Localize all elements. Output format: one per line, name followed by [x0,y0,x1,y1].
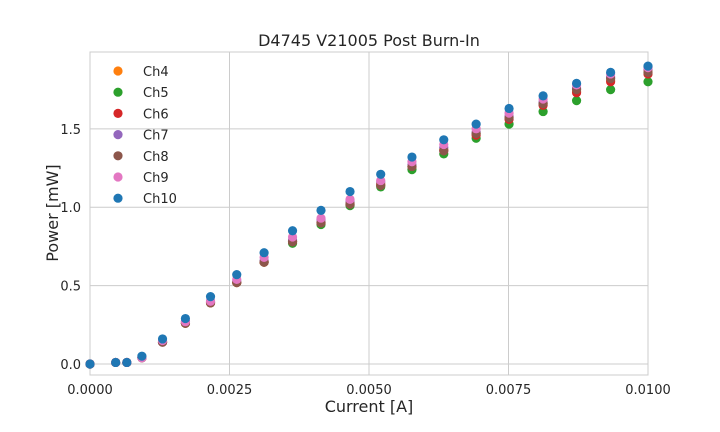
point-ch10 [407,152,417,162]
legend-label-ch7: Ch7 [143,129,169,144]
x-tick-label: 0.0000 [67,383,113,398]
legend-label-ch9: Ch9 [143,171,169,186]
point-ch10 [345,186,355,197]
legend-label-ch8: Ch8 [143,150,169,165]
point-ch5 [606,85,616,95]
chart-title: D4745 V21005 Post Burn-In [258,31,480,50]
point-ch5 [571,96,582,106]
legend-label-ch5: Ch5 [143,86,169,101]
legend-label-ch4: Ch4 [143,65,169,80]
grid [89,52,649,375]
y-axis-ticks: 0.0 0.5 1.0 1.5 [60,123,81,373]
legend-marker-ch9 [113,172,123,182]
point-ch10 [538,91,548,101]
point-ch10 [471,119,481,129]
point-ch10 [504,103,514,114]
legend-label-ch6: Ch6 [143,107,169,122]
data-points [85,61,653,369]
point-ch10 [259,248,269,258]
series-ch10 [85,61,653,369]
x-tick-label: 0.0100 [625,383,671,398]
point-ch10 [157,334,168,344]
point-ch9 [345,194,355,204]
legend-marker-ch5 [113,87,123,97]
legend-marker-ch7 [113,130,123,140]
point-ch10 [316,205,326,215]
point-ch10 [287,226,298,236]
x-tick-label: 0.0050 [346,383,392,398]
y-tick-label: 0.0 [60,358,81,373]
point-ch10 [232,270,242,280]
legend-marker-ch4 [113,66,123,76]
legend-marker-ch8 [113,151,123,161]
point-ch10 [643,61,653,71]
x-tick-label: 0.0075 [486,383,532,398]
legend-marker-ch10 [113,193,123,203]
point-ch10 [122,357,132,368]
x-axis-label: Current [A] [325,397,414,416]
x-axis-ticks: 0.0000 0.0025 0.0050 0.0075 0.0100 [67,383,671,398]
point-ch10 [376,169,386,179]
point-ch10 [111,357,121,368]
point-ch10 [205,292,216,302]
point-ch10 [439,135,449,145]
point-ch9 [316,213,326,223]
point-ch10 [180,313,191,324]
legend: Ch4 Ch5 Ch6 Ch7 Ch8 Ch9 Ch10 [113,65,177,207]
y-tick-label: 1.0 [60,201,81,216]
legend-label-ch10: Ch10 [143,192,177,207]
point-ch10 [137,351,147,361]
point-ch10 [85,359,95,369]
y-tick-label: 0.5 [60,280,81,295]
legend-marker-ch6 [113,108,123,118]
x-tick-label: 0.0025 [207,383,253,398]
point-ch10 [571,78,582,88]
y-tick-label: 1.5 [60,123,81,138]
y-axis-label: Power [mW] [43,164,62,261]
point-ch10 [606,67,616,77]
point-ch5 [643,77,653,87]
